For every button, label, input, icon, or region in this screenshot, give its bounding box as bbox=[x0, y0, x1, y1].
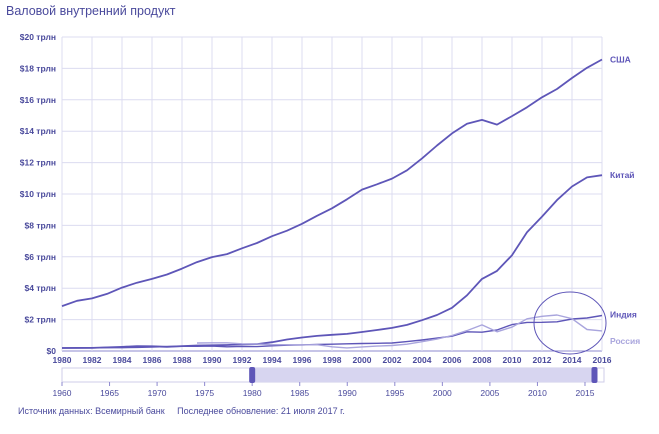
timeline-selection[interactable] bbox=[252, 368, 595, 382]
timeline-tick-label: 1965 bbox=[100, 388, 119, 398]
y-tick-label: $12 трлн bbox=[20, 158, 56, 168]
y-tick-label: $4 трлн bbox=[25, 283, 57, 293]
x-tick-label: 2012 bbox=[533, 355, 552, 365]
y-tick-label: $6 трлн bbox=[25, 252, 57, 262]
y-axis: $0 $2 трлн $4 трлн $6 трлн $8 трлн $10 трлн $1… bbox=[20, 32, 56, 356]
timeline-tick-label: 2010 bbox=[528, 388, 547, 398]
timeline-tick-label: 1980 bbox=[243, 388, 262, 398]
x-tick-label: 2014 bbox=[563, 355, 582, 365]
y-tick-label: $10 трлн bbox=[20, 189, 56, 199]
timeline-tick-label: 1960 bbox=[53, 388, 72, 398]
x-tick-label: 1982 bbox=[83, 355, 102, 365]
timeline-tick-label: 1985 bbox=[290, 388, 309, 398]
highlight-circle bbox=[533, 291, 607, 355]
x-tick-label: 2016 bbox=[593, 355, 612, 365]
series-line-2 bbox=[62, 314, 603, 349]
x-tick-label: 1984 bbox=[113, 355, 132, 365]
timeline-handle-left[interactable] bbox=[249, 367, 256, 383]
series-lines bbox=[61, 58, 603, 349]
y-tick-label: $16 трлн bbox=[20, 95, 56, 105]
x-tick-label: 2010 bbox=[503, 355, 522, 365]
series-line-1 bbox=[61, 174, 603, 349]
x-tick-label: 1986 bbox=[143, 355, 162, 365]
y-tick-label: $8 трлн bbox=[25, 220, 57, 230]
updated-text: Последнее обновление: 21 июля 2017 г. bbox=[177, 406, 345, 416]
x-tick-label: 1990 bbox=[203, 355, 222, 365]
series-line-0 bbox=[61, 58, 603, 307]
timeline-tick-label: 2005 bbox=[480, 388, 499, 398]
series-labels: США Китай Индия Россия bbox=[610, 54, 640, 345]
timeline-tick-label: 1990 bbox=[338, 388, 357, 398]
x-tick-label: 2000 bbox=[353, 355, 372, 365]
y-tick-label: $18 трлн bbox=[20, 63, 56, 73]
x-tick-label: 2002 bbox=[383, 355, 402, 365]
x-tick-label: 1992 bbox=[233, 355, 252, 365]
timeline-tick-label: 2015 bbox=[576, 388, 595, 398]
y-tick-label: $20 трлн bbox=[20, 32, 56, 42]
x-tick-label: 1996 bbox=[293, 355, 312, 365]
series-label-2: Индия bbox=[610, 310, 637, 320]
timeline-handle-right[interactable] bbox=[591, 367, 598, 383]
y-tick-label: $2 трлн bbox=[25, 315, 57, 325]
timeline-tick-label: 1970 bbox=[148, 388, 167, 398]
x-tick-label: 2008 bbox=[473, 355, 492, 365]
x-tick-label: 1998 bbox=[323, 355, 342, 365]
y-tick-label: $14 трлн bbox=[20, 126, 56, 136]
series-label-3: Россия bbox=[610, 336, 640, 346]
timeline-tick-label: 1995 bbox=[385, 388, 404, 398]
footer: Источник данных: Всемирный банк Последне… bbox=[18, 406, 345, 416]
x-tick-label: 1988 bbox=[173, 355, 192, 365]
chart-title: Валовой внутренний продукт bbox=[6, 4, 176, 18]
x-axis: 1980 1982 1984 1986 1988 1990 1992 1994 1996 1998… bbox=[53, 355, 612, 365]
grid-lines bbox=[61, 36, 603, 352]
timeline-tick-label: 1975 bbox=[195, 388, 214, 398]
source-text: Источник данных: Всемирный банк bbox=[18, 406, 165, 416]
y-tick-label: $0 bbox=[47, 346, 57, 356]
series-label-0: США bbox=[610, 54, 631, 64]
series-label-1: Китай bbox=[610, 170, 635, 180]
x-tick-label: 1994 bbox=[263, 355, 282, 365]
timeline-tick-label: 2000 bbox=[433, 388, 452, 398]
x-tick-label: 2006 bbox=[443, 355, 462, 365]
x-tick-label: 1980 bbox=[53, 355, 72, 365]
x-tick-label: 2004 bbox=[413, 355, 432, 365]
timeline-slider: 1960 1965 1970 1975 1980 1985 1990 1995 2000 2005… bbox=[53, 367, 605, 398]
